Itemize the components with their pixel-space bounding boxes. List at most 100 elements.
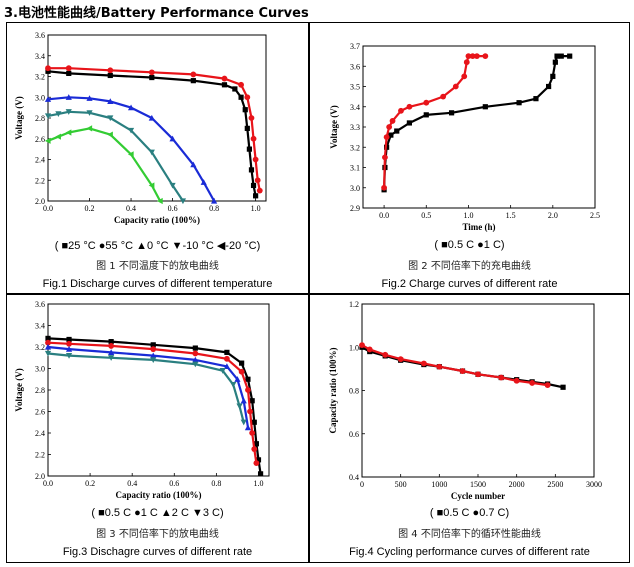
data-point	[240, 419, 247, 426]
data-point	[250, 182, 257, 189]
data-point	[108, 339, 114, 345]
data-point	[44, 113, 52, 120]
y-tick-label: 1.0	[349, 343, 359, 352]
y-tick-label: 2.0	[35, 197, 45, 206]
data-point	[244, 424, 252, 431]
data-point	[256, 187, 263, 194]
data-point	[108, 355, 115, 361]
y-tick-label: 3.6	[35, 31, 45, 40]
data-point	[240, 397, 247, 404]
data-point	[359, 342, 365, 348]
data-point	[465, 53, 472, 60]
data-point	[388, 132, 394, 138]
data-point	[127, 127, 135, 134]
legend-4: ( ■0.5 C ●0.7 C)	[429, 507, 510, 519]
chart-3: 0.0 0.2 0.4 0.6 0.8 1.0 2.0 2.2 2.4 2.6 2.8 3.0 3.2 3…	[14, 300, 270, 500]
data-point	[223, 363, 231, 369]
data-point	[406, 120, 412, 126]
x-tick-label: 2.0	[548, 211, 558, 220]
data-point	[65, 353, 73, 359]
data-point	[219, 368, 226, 374]
data-point	[516, 100, 522, 106]
data-point	[398, 107, 404, 114]
data-point	[459, 368, 466, 374]
caption-en-4: Fig.4 Cycling performance curves of diff…	[349, 546, 590, 558]
data-point	[107, 72, 113, 79]
data-point	[66, 340, 72, 347]
data-point	[381, 184, 387, 191]
y-tick-label: 3.2	[350, 143, 360, 152]
caption-en-1: Fig.1 Discharge curves of different temp…	[42, 278, 273, 290]
data-point	[65, 94, 72, 100]
x-tick-label: 1.0	[463, 211, 473, 220]
y-tick-label: 2.0	[35, 472, 45, 481]
y-tick-label: 3.6	[35, 300, 45, 309]
data-point	[552, 59, 558, 65]
page-heading: 3.电池性能曲线/Battery Performance Curves	[4, 6, 309, 21]
data-point	[190, 78, 196, 84]
data-point	[253, 441, 259, 447]
y-tick-label: 3.0	[350, 184, 360, 193]
x-tick-label: 3000	[586, 480, 602, 489]
y-tick-label: 3.4	[35, 322, 45, 331]
data-point	[44, 350, 52, 357]
x-tick-label: 2.5	[590, 211, 600, 220]
legend-2: ( ■0.5 C ●1 C)	[434, 239, 505, 251]
data-point	[498, 374, 505, 381]
data-point	[440, 93, 447, 100]
data-point	[473, 53, 480, 60]
data-point	[251, 446, 258, 453]
data-point	[469, 53, 476, 60]
data-point	[389, 118, 396, 124]
data-point	[420, 360, 427, 367]
legend-3: ( ■0.5 C ●1 C ▲2 C ▼3 C)	[91, 507, 224, 519]
data-point	[66, 336, 72, 343]
figure-panel-4: 0 500 1000 1500 2000 2500 3000 0.4 0.6 0.8 1.0 1.2 C…	[309, 294, 630, 563]
figure-panel-3: 0.0 0.2 0.4 0.6 0.8 1.0 2.0 2.2 2.4 2.6 2.8 3.0 3.2 3…	[6, 294, 309, 563]
x-axis-label: Cycle number	[451, 491, 505, 501]
data-point	[252, 156, 259, 163]
data-point	[200, 179, 207, 185]
y-tick-label: 2.2	[35, 176, 45, 185]
data-point	[448, 110, 455, 116]
data-point	[463, 59, 470, 66]
data-point	[546, 83, 552, 90]
y-tick-label: 3.6	[350, 62, 360, 71]
data-point	[397, 356, 404, 363]
data-point	[245, 387, 251, 393]
x-tick-label: 1.0	[251, 204, 261, 213]
y-axis-label: Voltage (V)	[14, 96, 24, 139]
data-point	[246, 146, 252, 152]
data-point	[45, 339, 51, 346]
x-tick-label: 1.5	[506, 211, 516, 220]
data-point	[249, 398, 255, 404]
y-tick-label: 2.9	[350, 204, 360, 213]
x-tick-label: 0.8	[209, 204, 219, 213]
plot-frame	[47, 34, 267, 202]
data-point	[249, 430, 256, 436]
y-axis-label: Capacity ratio (100%)	[328, 348, 338, 434]
data-point	[254, 177, 261, 184]
x-tick-label: 0.6	[169, 479, 179, 488]
data-point	[192, 350, 199, 357]
plot-frame	[361, 303, 595, 478]
data-point	[150, 346, 157, 353]
x-tick-label: 1500	[470, 480, 486, 489]
data-point	[179, 198, 187, 205]
data-point	[560, 384, 566, 390]
data-point	[257, 471, 264, 477]
data-point	[482, 53, 489, 60]
data-point	[190, 71, 197, 78]
x-tick-label: 0.0	[43, 479, 53, 488]
y-tick-label: 0.4	[349, 473, 359, 482]
series-line--20-c	[46, 127, 162, 203]
data-point	[366, 346, 373, 353]
data-point	[383, 134, 390, 141]
data-point	[86, 125, 93, 132]
data-point	[224, 355, 230, 362]
data-point	[150, 352, 157, 359]
legend-1: ( ■25 °C ●55 °C ▲0 °C ▼-10 °C ◀-20 °C)	[54, 240, 261, 252]
x-axis-label: Time (h)	[462, 222, 495, 232]
y-tick-label: 3.0	[35, 365, 45, 374]
plot-frame	[362, 45, 596, 209]
